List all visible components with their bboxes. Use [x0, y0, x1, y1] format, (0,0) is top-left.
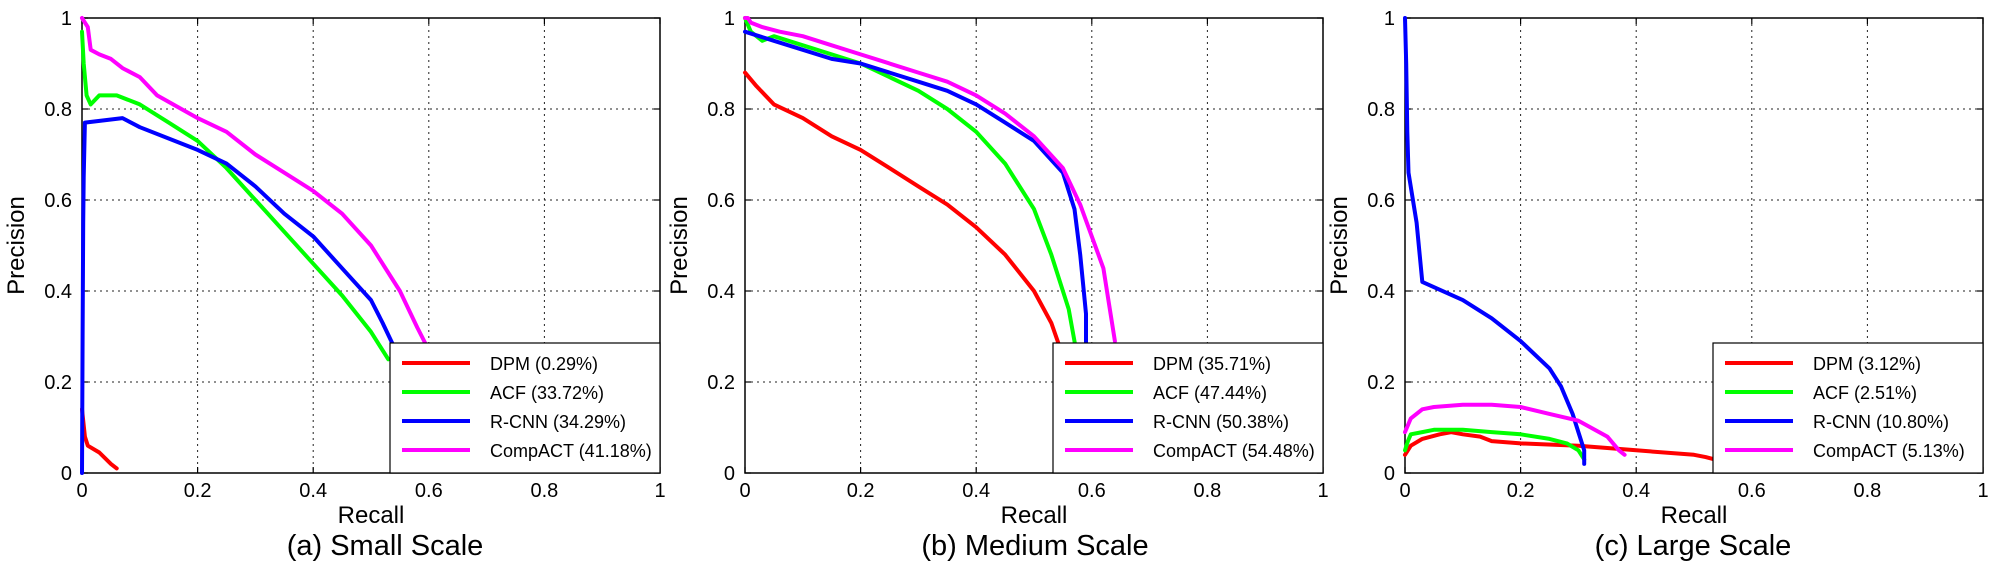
- series-line-3: [1403, 16, 1587, 466]
- y-tick-label: 0.4: [1367, 281, 1395, 303]
- legend-label-2: ACF (33.72%): [490, 383, 604, 403]
- series-line-3: [743, 29, 1088, 375]
- y-tick-label: 0.6: [707, 190, 735, 212]
- x-tick-label: 0.8: [530, 480, 558, 502]
- legend: DPM (3.12%) ACF (2.51%) R-CNN (10.80%) Comp…: [1712, 342, 1984, 474]
- legend-label-1: DPM (35.71%): [1153, 354, 1271, 374]
- chart-panel-2: 0 0.2 0.4 0.6 0.8 1 0 0.2 0.4 0.6 0.8 1 Recall Precis…: [666, 8, 1329, 562]
- series-line-3: [80, 116, 402, 475]
- legend-label-2: ACF (47.44%): [1153, 383, 1267, 403]
- y-tick-label: 0: [1384, 463, 1395, 485]
- x-axis-label: Recall: [338, 502, 405, 529]
- series-line-4: [1403, 402, 1627, 457]
- x-tick-label: 0.4: [299, 480, 327, 502]
- legend: DPM (0.29%) ACF (33.72%) R-CNN (34.29%) Com…: [389, 342, 661, 474]
- series-line-4: [80, 16, 431, 353]
- y-tick-label: 0.2: [1367, 372, 1395, 394]
- legend-label-1: DPM (3.12%): [1813, 354, 1921, 374]
- chart-panel-3: 0 0.2 0.4 0.6 0.8 1 0 0.2 0.4 0.6 0.8 1 Recall Precis…: [1326, 8, 1989, 562]
- x-tick-label: 0.2: [847, 480, 875, 502]
- x-tick-label: 0: [739, 480, 750, 502]
- y-tick-label: 0.6: [1367, 190, 1395, 212]
- chart-caption: (a) Small Scale: [287, 530, 484, 562]
- x-tick-label: 0.2: [1507, 480, 1535, 502]
- legend-label-3: R-CNN (34.29%): [490, 412, 626, 432]
- x-tick-label: 0.6: [1078, 480, 1106, 502]
- legend-label-4: CompACT (41.18%): [490, 441, 652, 461]
- y-tick-label: 0.6: [44, 190, 72, 212]
- x-tick-label: 0: [76, 480, 87, 502]
- y-tick-label: 1: [1384, 8, 1395, 30]
- y-tick-label: 1: [61, 8, 72, 30]
- x-tick-label: 1: [1977, 480, 1988, 502]
- y-axis-label: Precision: [3, 196, 30, 295]
- legend: DPM (35.71%) ACF (47.44%) R-CNN (50.38%) Co…: [1052, 342, 1324, 474]
- legend-label-4: CompACT (5.13%): [1813, 441, 1965, 461]
- y-tick-label: 0: [61, 463, 72, 485]
- plot-frame: [1404, 17, 1984, 474]
- x-tick-label: 0.6: [415, 480, 443, 502]
- y-tick-label: 0.4: [44, 281, 72, 303]
- legend-label-1: DPM (0.29%): [490, 354, 598, 374]
- y-tick-label: 0.2: [707, 372, 735, 394]
- y-tick-label: 1: [724, 8, 735, 30]
- x-tick-label: 0.4: [1622, 480, 1650, 502]
- series-line-2: [1403, 427, 1587, 462]
- series-line-1: [743, 70, 1071, 375]
- series-line-1: [1403, 430, 1737, 466]
- x-tick-label: 0.4: [962, 480, 990, 502]
- x-axis-label: Recall: [1001, 502, 1068, 529]
- series-line-4: [743, 16, 1117, 344]
- y-axis-label: Precision: [1326, 196, 1353, 295]
- chart-caption: (c) Large Scale: [1595, 530, 1792, 562]
- y-tick-label: 0.8: [1367, 99, 1395, 121]
- series-line-2: [80, 29, 391, 362]
- y-tick-label: 0.8: [44, 99, 72, 121]
- x-tick-label: 1: [654, 480, 665, 502]
- x-tick-label: 0.8: [1193, 480, 1221, 502]
- x-axis-label: Recall: [1661, 502, 1728, 529]
- legend-label-3: R-CNN (50.38%): [1153, 412, 1289, 432]
- plot-frame: [744, 17, 1324, 474]
- legend-label-3: R-CNN (10.80%): [1813, 412, 1949, 432]
- legend-label-2: ACF (2.51%): [1813, 383, 1917, 403]
- chart-caption: (b) Medium Scale: [921, 530, 1148, 562]
- series-line-1: [80, 407, 119, 471]
- chart-panel-1: 0 0.2 0.4 0.6 0.8 1 0 0.2 0.4 0.6 0.8 1 Recall Precis…: [3, 8, 666, 562]
- x-tick-label: 1: [1317, 480, 1328, 502]
- legend-label-4: CompACT (54.48%): [1153, 441, 1315, 461]
- y-tick-label: 0.8: [707, 99, 735, 121]
- y-tick-label: 0.2: [44, 372, 72, 394]
- y-tick-label: 0.4: [707, 281, 735, 303]
- x-tick-label: 0: [1399, 480, 1410, 502]
- y-axis-label: Precision: [666, 196, 693, 295]
- x-tick-label: 0.8: [1853, 480, 1881, 502]
- y-tick-label: 0: [724, 463, 735, 485]
- x-tick-label: 0.6: [1738, 480, 1766, 502]
- x-tick-label: 0.2: [184, 480, 212, 502]
